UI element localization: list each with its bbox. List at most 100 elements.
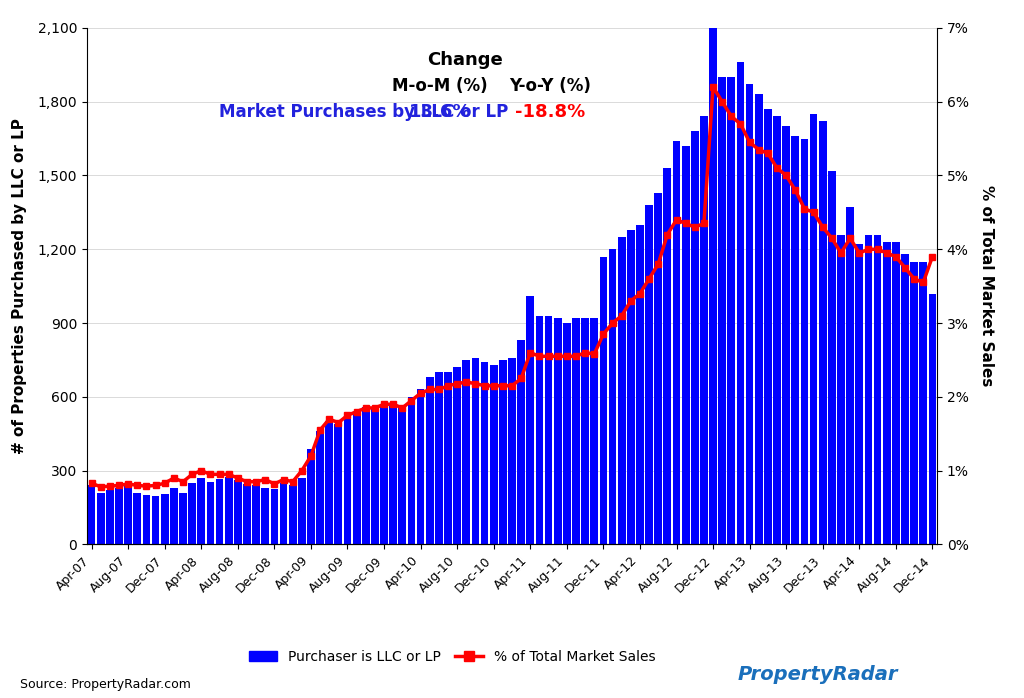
Bar: [599, 257, 607, 544]
Legend: Purchaser is LLC or LP, % of Total Market Sales: Purchaser is LLC or LP, % of Total Marke…: [244, 644, 662, 669]
Bar: [929, 294, 936, 544]
Bar: [718, 77, 726, 544]
Bar: [864, 235, 872, 544]
Bar: [554, 318, 561, 544]
Bar: [755, 94, 763, 544]
Bar: [517, 341, 525, 544]
Bar: [417, 389, 425, 544]
Text: Source: PropertyRadar.com: Source: PropertyRadar.com: [20, 678, 191, 691]
Bar: [582, 318, 589, 544]
Bar: [188, 483, 196, 544]
Bar: [252, 485, 260, 544]
Bar: [563, 323, 570, 544]
Bar: [380, 404, 388, 544]
Bar: [654, 193, 663, 544]
Bar: [124, 485, 132, 544]
Bar: [883, 242, 891, 544]
Bar: [617, 237, 626, 544]
Text: -18.8%: -18.8%: [515, 103, 586, 121]
Bar: [97, 493, 104, 544]
Bar: [819, 121, 826, 544]
Bar: [389, 404, 397, 544]
Bar: [727, 77, 735, 544]
Bar: [608, 249, 616, 544]
Bar: [472, 357, 479, 544]
Bar: [745, 84, 754, 544]
Bar: [700, 117, 708, 544]
Bar: [207, 482, 214, 544]
Bar: [170, 488, 178, 544]
Bar: [892, 242, 900, 544]
Bar: [920, 262, 927, 544]
Bar: [161, 494, 169, 544]
Text: Market Purchases by LLC or LP: Market Purchases by LLC or LP: [219, 103, 508, 121]
Text: Change: Change: [427, 51, 503, 69]
Bar: [88, 485, 95, 544]
Bar: [873, 235, 882, 544]
Bar: [480, 362, 488, 544]
Text: Y-o-Y (%): Y-o-Y (%): [509, 77, 591, 95]
Bar: [198, 478, 205, 544]
Bar: [142, 496, 151, 544]
Bar: [335, 424, 342, 544]
Text: 13.6%: 13.6%: [409, 103, 471, 121]
Bar: [489, 365, 498, 544]
Bar: [773, 117, 781, 544]
Bar: [408, 397, 416, 544]
Bar: [344, 419, 351, 544]
Bar: [316, 431, 324, 544]
Bar: [152, 496, 160, 544]
Bar: [326, 422, 333, 544]
Bar: [233, 480, 242, 544]
Bar: [270, 489, 279, 544]
Bar: [782, 126, 791, 544]
Y-axis label: % of Total Market Sales: % of Total Market Sales: [979, 186, 993, 387]
Bar: [243, 484, 251, 544]
Bar: [216, 480, 223, 544]
Bar: [225, 477, 232, 544]
Bar: [837, 235, 845, 544]
Bar: [673, 141, 680, 544]
Bar: [572, 318, 580, 544]
Bar: [910, 262, 918, 544]
Bar: [361, 407, 370, 544]
Bar: [846, 207, 854, 544]
Bar: [627, 230, 635, 544]
Bar: [352, 412, 360, 544]
Text: M-o-M (%): M-o-M (%): [392, 77, 487, 95]
Bar: [280, 483, 288, 544]
Text: PropertyRadar: PropertyRadar: [737, 665, 898, 684]
Bar: [536, 315, 544, 544]
Bar: [810, 114, 817, 544]
Bar: [855, 244, 863, 544]
Bar: [664, 168, 672, 544]
Bar: [545, 315, 552, 544]
Bar: [307, 449, 314, 544]
Bar: [179, 493, 187, 544]
Bar: [691, 131, 698, 544]
Bar: [435, 372, 442, 544]
Bar: [426, 377, 433, 544]
Bar: [645, 205, 653, 544]
Bar: [636, 225, 644, 544]
Bar: [261, 488, 269, 544]
Y-axis label: # of Properties Purchased by LLC or LP: # of Properties Purchased by LLC or LP: [11, 118, 27, 454]
Bar: [115, 488, 123, 544]
Bar: [106, 490, 114, 544]
Bar: [901, 254, 909, 544]
Bar: [454, 367, 461, 544]
Bar: [591, 318, 598, 544]
Bar: [398, 407, 407, 544]
Bar: [526, 296, 535, 544]
Bar: [710, 28, 717, 544]
Bar: [463, 360, 470, 544]
Bar: [444, 372, 452, 544]
Bar: [371, 409, 379, 544]
Bar: [736, 62, 744, 544]
Bar: [801, 139, 808, 544]
Bar: [828, 170, 836, 544]
Bar: [682, 146, 689, 544]
Bar: [508, 357, 516, 544]
Bar: [133, 493, 141, 544]
Bar: [764, 109, 772, 544]
